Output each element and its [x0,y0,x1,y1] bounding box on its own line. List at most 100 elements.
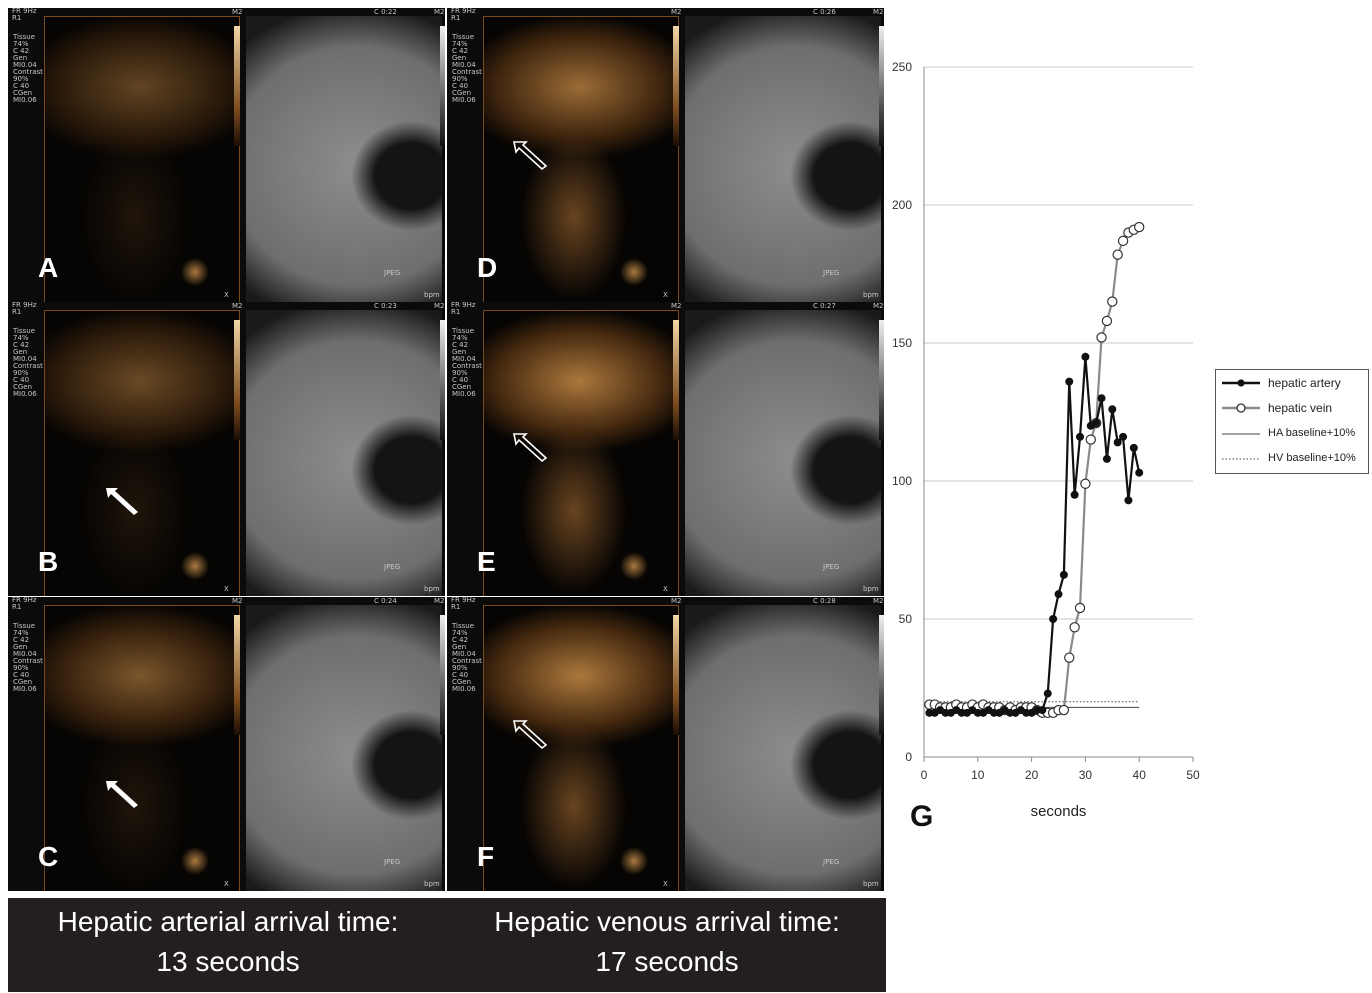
artery-point [1070,490,1079,499]
hollow-arrow-icon [513,720,548,750]
artery-point [1113,438,1122,447]
solid-arrow-icon [106,488,138,515]
figure-label-g: G [910,800,934,833]
bmode-image [685,310,881,596]
vein-point [1096,332,1107,343]
x-mark: X [663,291,668,299]
contrast-scale-bar [673,615,679,735]
r-label: R1 [451,14,461,22]
r-label: R1 [451,603,461,611]
vein-point [1133,221,1145,233]
frame-rate-label: FR 9Hz [12,8,37,15]
artery-point [1038,706,1047,715]
frame-rate-label: FR 9Hz [451,8,476,15]
artery-point [1081,352,1090,361]
y-tick-label: 0 [905,750,912,764]
contrast-scale-bar [673,320,679,440]
mode-label-bmode: M2 [434,8,445,16]
hollow-arrow-icon [513,141,548,171]
vein-point [1080,478,1091,489]
contrast-image [44,310,240,596]
ultrasound-panel-f: FR 9Hz R1 M2 M2 C 0:28 Tissue 74% C 42 Gen MI… [447,597,884,891]
bmode-image [685,605,881,891]
mode-label: M2 [232,597,243,605]
vein-point [1085,434,1096,445]
x-mark: X [663,880,668,888]
grayscale-bar [879,26,884,146]
grayscale-bar [879,615,884,735]
grayscale-bar [440,320,445,440]
clock-label: C 0:23 [374,302,397,310]
scanner-params: Tissue 74% C 42 Gen MI0.04 Contrast 90% … [452,327,482,398]
artery-point [1076,432,1085,441]
artery-point [1119,432,1128,441]
chart-legend: hepatic artery hepatic vein HA baseline+… [1215,369,1369,474]
legend-item-artery: hepatic artery [1220,375,1368,391]
clock-label: C 0:26 [813,8,836,16]
scanner-params: Tissue 74% C 42 Gen MI0.04 Contrast 90% … [13,327,43,398]
contrast-scale-bar [234,320,240,440]
bmode-image [246,310,442,596]
contrast-image [483,605,679,891]
x-mark: X [663,585,668,593]
artery-point [1097,394,1106,403]
bpm-label: bpm [424,291,440,299]
bmode-image [246,605,442,891]
bpm-label: bpm [424,585,440,593]
grayscale-bar [879,320,884,440]
y-tick-label: 200 [892,198,912,212]
legend-item-ha-baseline: HA baseline+10% [1220,426,1368,442]
scanner-params: Tissue 74% C 42 Gen MI0.04 Contrast 90% … [13,33,43,104]
mode-label: M2 [671,8,682,16]
y-tick-label: 100 [892,474,912,488]
contrast-scale-bar [234,615,240,735]
artery-point [1092,419,1101,428]
artery-series-line [929,356,1141,714]
scanner-params: Tissue 74% C 42 Gen MI0.04 Contrast 90% … [452,33,482,104]
mode-label: M2 [671,597,682,605]
clock-label: C 0:22 [374,8,397,16]
grayscale-bar [440,615,445,735]
jpeg-label: JPEG [823,269,840,277]
artery-point [1065,377,1074,386]
vein-point [1112,249,1123,260]
contrast-image [483,16,679,302]
x-tick-label: 20 [1025,768,1039,782]
r-label: R1 [12,308,22,316]
x-tick-label: 30 [1079,768,1093,782]
jpeg-label: JPEG [823,858,840,866]
y-tick-label: 50 [899,612,913,626]
panel-letter: A [38,252,59,283]
artery-point [1054,590,1063,599]
artery-point [1049,615,1058,623]
panel-letter: C [38,841,59,872]
panel-letter: B [38,546,59,577]
ultrasound-panel-d: FR 9Hz R1 M2 M2 C 0:26 Tissue 74% C 42 Gen MI… [447,8,884,302]
hollow-arrow-icon [513,433,548,463]
mode-label-bmode: M2 [434,302,445,310]
vein-point [1074,602,1086,614]
x-mark: X [224,291,229,299]
vein-point [1058,704,1070,716]
y-tick-label: 150 [892,336,912,350]
artery-point [1059,570,1068,579]
vein-point [1069,622,1080,633]
contrast-scale-bar [234,26,240,146]
legend-label-ha-baseline: HA baseline+10% [1268,427,1356,439]
bpm-label: bpm [863,880,879,888]
artery-point [1124,496,1133,505]
legend-label-artery: hepatic artery [1268,376,1341,390]
panel-letter: F [477,841,495,872]
bpm-label: bpm [863,291,879,299]
caption-bar: Hepatic arterial arrival time: 13 second… [8,898,886,992]
x-mark: X [224,585,229,593]
ultrasound-panel-e: FR 9Hz R1 M2 M2 C 0:27 Tissue 74% C 42 Gen MI… [447,302,884,596]
legend-label-vein: hepatic vein [1268,401,1333,415]
contrast-image [44,605,240,891]
venous-arrival-caption: Hepatic venous arrival time: 17 seconds [494,906,840,977]
y-tick-label: 250 [892,60,912,74]
contrast-image [483,310,679,596]
x-tick-label: 40 [1133,768,1147,782]
jpeg-label: JPEG [384,858,401,866]
arterial-arrival-caption: Hepatic arterial arrival time: 13 second… [57,906,399,977]
